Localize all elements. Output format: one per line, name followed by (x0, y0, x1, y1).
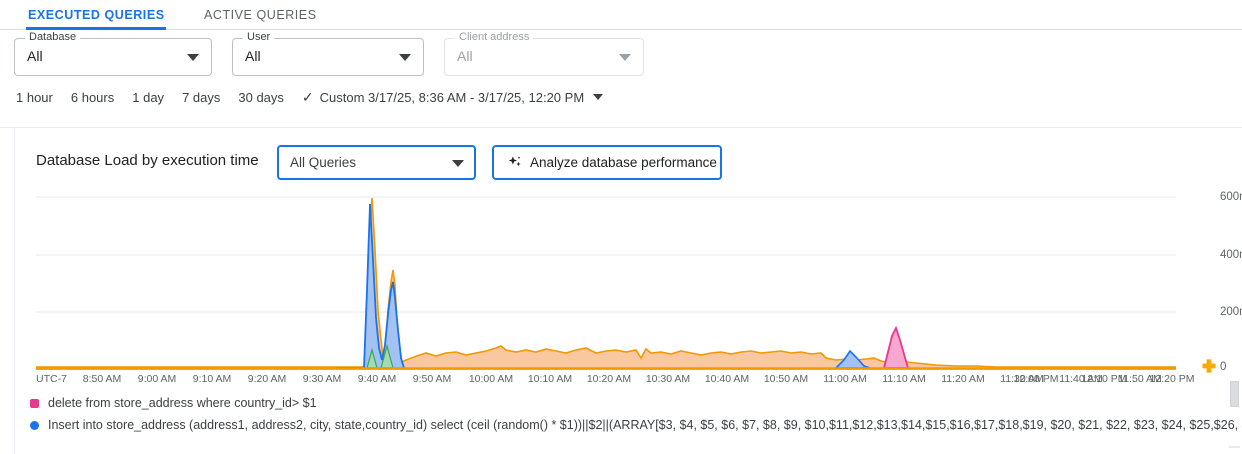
y-tick-0: 0 (1220, 361, 1227, 373)
user-filter-label: User (243, 31, 275, 43)
chevron-down-icon (399, 54, 411, 61)
tab-active-queries[interactable]: ACTIVE QUERIES (204, 0, 317, 30)
series-pink-spike (882, 325, 910, 369)
x-tick-9: 10:20 AM (586, 373, 632, 385)
database-load-chart[interactable]: 600ms 400ms 200ms 0 (36, 190, 1242, 375)
x-axis: UTC-7 8:50 AM 9:00 AM 9:10 AM 9:20 AM 9:… (36, 373, 1242, 389)
client-address-filter: Client address All (444, 31, 644, 76)
x-tick-10: 10:30 AM (645, 373, 691, 385)
x-tick-16: 11:30 AM (1000, 373, 1044, 385)
tab-active-queries-label: ACTIVE QUERIES (204, 8, 317, 22)
query-filter-select[interactable]: All Queries (277, 145, 476, 180)
zero-marker-icon (1202, 359, 1216, 373)
series-blue-area (336, 204, 456, 368)
x-tick-21: 12:20 PM (1149, 373, 1195, 385)
chevron-down-icon[interactable] (593, 94, 604, 100)
legend-marker-blue (30, 420, 39, 430)
x-tick-18: 11:50 AM (1118, 373, 1162, 385)
analyze-button-label: Analyze database performance (530, 155, 717, 170)
chevron-down-icon (619, 54, 631, 61)
database-filter-value: All (27, 48, 43, 64)
x-tick-14: 11:10 AM (882, 373, 926, 385)
filter-row: Database All User All Client address All (0, 31, 1242, 86)
time-range-6-hours[interactable]: 6 hours (70, 89, 115, 105)
user-filter-value: All (245, 48, 261, 64)
database-filter[interactable]: Database All (14, 31, 212, 76)
x-tick-15: 11:20 AM (941, 373, 985, 385)
legend-item-insert-query[interactable]: Insert into store_address (address1, add… (30, 414, 1242, 436)
x-tick-3: 9:20 AM (247, 373, 287, 385)
x-tick-2: 9:10 AM (192, 373, 232, 385)
x-tick-20: 12:10 PM (1081, 373, 1127, 385)
client-address-filter-value: All (457, 48, 473, 64)
series-blue-line (336, 203, 405, 369)
legend-marker-pink (30, 398, 39, 408)
y-tick-400: 400ms (1220, 249, 1242, 261)
chevron-down-icon (187, 54, 199, 61)
database-filter-label: Database (25, 31, 81, 43)
x-axis-timezone: UTC-7 (36, 373, 67, 385)
chart-legend: delete from store_address where country_… (30, 392, 1242, 436)
scrollbar-thumb[interactable] (1230, 381, 1239, 407)
tab-executed-queries-label: EXECUTED QUERIES (28, 8, 165, 22)
x-tick-4: 9:30 AM (302, 373, 342, 385)
check-icon: ✓ (301, 88, 314, 105)
x-tick-0: 8:50 AM (82, 373, 122, 385)
legend-label-delete-query: delete from store_address where country_… (48, 396, 317, 410)
client-address-filter-label: Client address (455, 31, 534, 43)
analyze-database-performance-button[interactable]: Analyze database performance (492, 145, 722, 180)
tab-bar: EXECUTED QUERIES ACTIVE QUERIES (0, 0, 1242, 30)
chart-title: Database Load by execution time (36, 152, 259, 169)
y-axis: 600ms 400ms 200ms 0 (1184, 190, 1242, 375)
tab-bar-divider (0, 29, 1242, 30)
chart-plot-area[interactable] (36, 190, 1176, 370)
time-range-custom[interactable]: Custom 3/17/25, 8:36 AM - 3/17/25, 12:20… (319, 89, 585, 105)
y-tick-200: 200ms (1220, 306, 1242, 318)
x-tick-1: 9:00 AM (137, 373, 177, 385)
card-top-divider (0, 127, 1242, 128)
x-tick-8: 10:10 AM (527, 373, 573, 385)
time-range-30-days[interactable]: 30 days (238, 89, 284, 105)
legend-label-insert-query: Insert into store_address (address1, add… (48, 418, 1242, 432)
time-range-row: 1 hour 6 hours 1 day 7 days 30 days ✓ Cu… (0, 86, 1242, 108)
tab-active-indicator (26, 27, 166, 30)
x-tick-11: 10:40 AM (704, 373, 750, 385)
time-range-7-days[interactable]: 7 days (182, 89, 221, 105)
x-tick-17: 11:40 AM (1059, 373, 1103, 385)
sparkle-icon (508, 155, 521, 166)
time-range-1-day[interactable]: 1 day (132, 89, 165, 105)
query-filter-value: All Queries (290, 155, 357, 170)
x-tick-12: 10:50 AM (763, 373, 809, 385)
time-range-1-hour[interactable]: 1 hour (16, 89, 53, 105)
series-orange-area (36, 198, 1176, 370)
y-tick-600: 600ms (1220, 191, 1242, 203)
card-left-divider (14, 128, 15, 454)
vertical-scrollbar[interactable] (1228, 0, 1242, 454)
x-tick-13: 11:00 AM (823, 373, 867, 385)
tab-executed-queries[interactable]: EXECUTED QUERIES (28, 0, 165, 30)
x-tick-6: 9:50 AM (412, 373, 452, 385)
user-filter[interactable]: User All (232, 31, 424, 76)
legend-item-delete-query[interactable]: delete from store_address where country_… (30, 392, 1242, 414)
x-tick-7: 10:00 AM (468, 373, 514, 385)
chevron-down-icon (452, 160, 464, 167)
x-tick-19: 12:00 PM (1013, 373, 1059, 385)
x-tick-5: 9:40 AM (357, 373, 397, 385)
series-orange-line (36, 197, 1176, 368)
scrollbar-end-cap (1229, 446, 1240, 448)
